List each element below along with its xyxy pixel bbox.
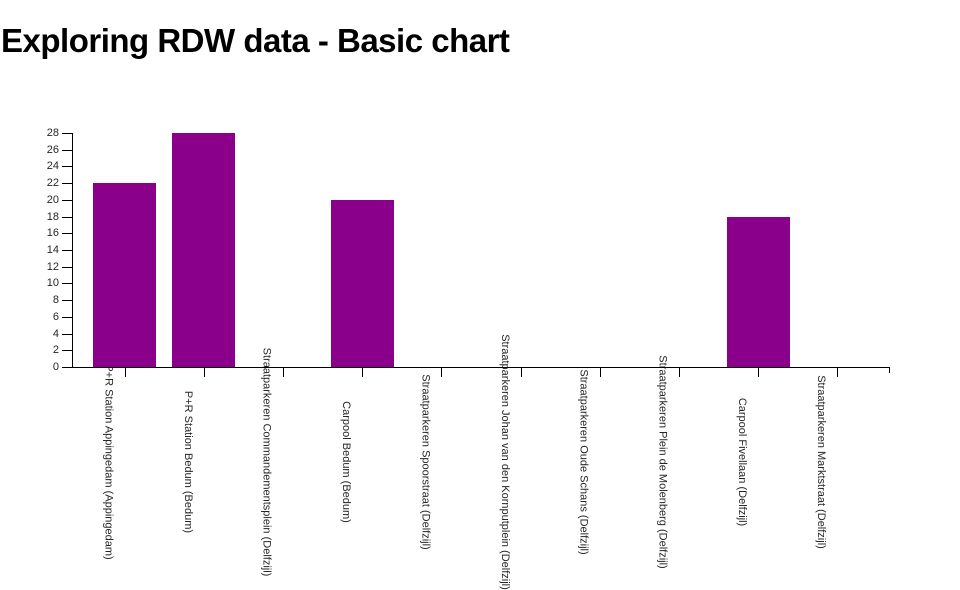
bar [727,217,790,367]
y-axis-label: 16 [46,227,59,239]
x-tick [679,368,680,377]
x-axis-label: Straatparkeren Commandementsplein (Delfz… [260,347,273,577]
x-axis-label: Straatparkeren Plein de Molenberg (Delfz… [656,355,669,569]
y-axis-label: 22 [46,177,59,189]
y-axis-label: 24 [46,160,59,172]
x-axis-label: Straatparkeren Marktstraat (Delfzijl) [814,375,827,549]
y-axis-label: 4 [52,328,59,340]
x-tick [125,368,126,377]
x-tick [521,368,522,377]
y-tick [62,133,72,134]
y-tick [62,300,72,301]
bar [93,183,156,367]
y-tick [62,334,72,335]
y-tick [62,283,72,284]
x-axis-label: Straatparkeren Spoorstraat (Delfzijl) [419,374,432,550]
x-tick [283,368,284,377]
x-tick [441,368,442,377]
y-axis-label: 8 [52,294,59,306]
y-axis-label: 0 [52,361,59,373]
x-tick [362,368,363,377]
y-tick [62,367,72,368]
page-title: Exploring RDW data - Basic chart [1,22,510,59]
x-tick [600,368,601,377]
y-axis-line [72,133,73,368]
y-tick [62,317,72,318]
bar-chart: 0 2 4 6 8 10 12 14 16 18 20 22 24 26 28 P+R Station App… [46,127,890,590]
y-tick [62,267,72,268]
x-axis-label: P+R Station Bedum (Bedum) [182,390,195,534]
y-axis-label: 28 [46,127,59,139]
y-tick [62,200,72,201]
x-axis-label: Straatparkeren Oude Schans (Delfzijl) [577,369,590,555]
y-axis-label: 12 [46,261,59,273]
y-axis-label: 26 [46,144,59,156]
x-axis-end-tick [889,367,890,373]
x-axis-label: Carpool Bedum (Bedum) [339,401,352,523]
bar [172,133,235,367]
x-axis-label: Carpool Fivellaan (Delfzijl) [736,397,749,527]
y-tick [62,150,72,151]
y-tick [62,250,72,251]
bar [331,200,394,367]
y-axis-label: 6 [52,311,59,323]
x-tick [837,368,838,377]
y-tick [62,233,72,234]
y-axis-label: 14 [46,244,59,256]
y-axis-label: 20 [46,194,59,206]
y-tick [62,217,72,218]
x-tick [204,368,205,377]
y-axis-label: 10 [46,277,59,289]
x-axis-label: Straatparkeren Johan van den Kornputplei… [498,334,511,590]
y-tick [62,350,72,351]
x-axis-line [72,367,890,368]
y-axis-label: 18 [46,211,59,223]
y-tick [62,183,72,184]
x-axis-label: P+R Station Appingedam (Appingedam) [102,364,115,560]
y-tick [62,166,72,167]
y-axis-label: 2 [52,344,59,356]
x-tick [758,368,759,377]
